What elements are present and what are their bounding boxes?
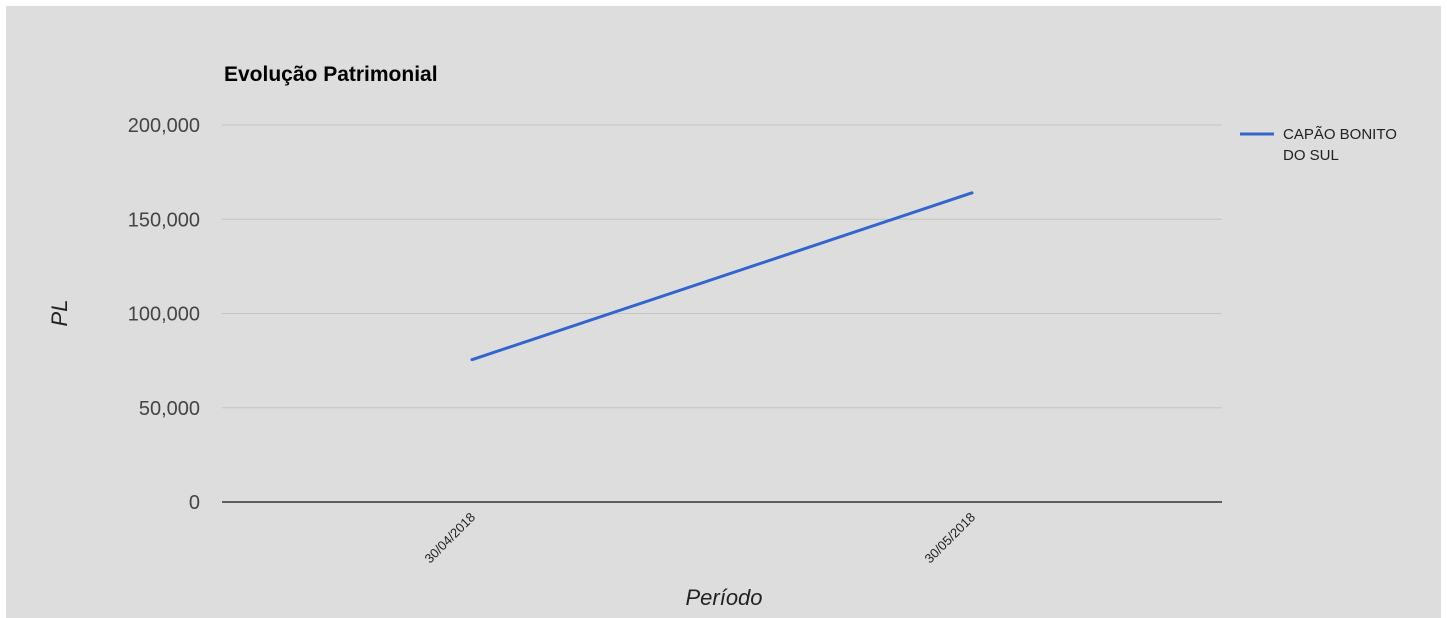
y-axis-ticks: 0 50,000 100,000 150,000 200,000 [128, 115, 200, 514]
x-tick-label: 30/04/2018 [421, 510, 478, 567]
legend-label-capao-bonito-do-sul: CAPÃO BONITO DO SUL [1283, 126, 1401, 164]
y-tick-label: 150,000 [128, 209, 200, 231]
data-point[interactable] [970, 191, 974, 195]
chart-title: Evolução Patrimonial [224, 63, 438, 86]
legend: CAPÃO BONITO DO SUL [1240, 126, 1401, 164]
legend-label-line-2: DO SUL [1283, 147, 1339, 164]
chart-container: 0 50,000 100,000 150,000 200,000 30/04/2018 3… [6, 6, 1441, 618]
y-tick-label: 50,000 [139, 398, 200, 420]
legend-label-line-1: CAPÃO BONITO [1283, 126, 1397, 143]
series-layer [470, 191, 974, 362]
y-axis-title: PL [47, 300, 72, 327]
y-tick-label: 200,000 [128, 115, 200, 137]
y-tick-label: 100,000 [128, 304, 200, 326]
gridlines [222, 124, 1222, 503]
y-tick-label: 0 [189, 492, 200, 514]
series-line-capao-bonito-do-sul [471, 191, 973, 362]
x-axis-ticks: 30/04/2018 30/05/2018 [421, 510, 978, 567]
x-tick-label: 30/05/2018 [921, 510, 978, 567]
data-point[interactable] [470, 358, 474, 362]
x-axis-title: Período [685, 585, 762, 610]
